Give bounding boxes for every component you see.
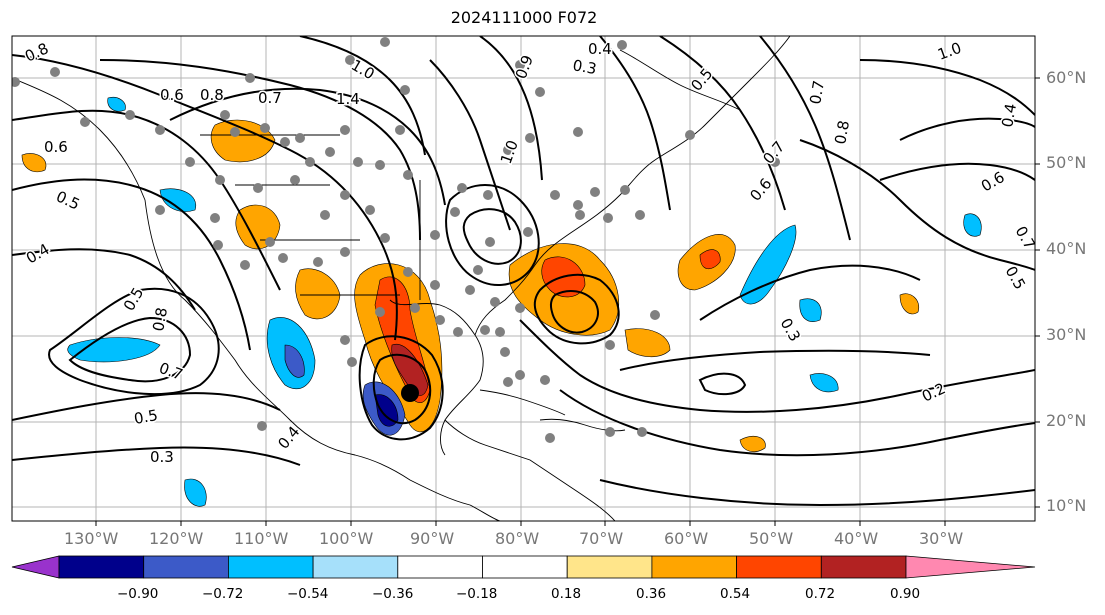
colorbar-segment-lowest	[11, 555, 60, 579]
lat-label-20N: 20°N	[1046, 411, 1087, 430]
contour-label: 0.7	[258, 89, 282, 107]
colorbar-tick: −0.72	[202, 586, 244, 602]
coastlines	[12, 36, 1035, 521]
map-frame	[11, 35, 1036, 522]
colorbar-tick: −0.90	[117, 586, 159, 602]
strong-negative-anomaly-gulf	[374, 394, 399, 427]
contour-label: 0.6	[978, 168, 1008, 196]
contour-label: 0.8	[22, 39, 51, 65]
colorbar-segment	[651, 555, 738, 579]
strong-negative-anomaly-mexico	[284, 344, 305, 378]
colorbar-segment	[58, 555, 145, 579]
positive-anomaly-west-us	[210, 119, 276, 163]
colorbar-segment	[820, 555, 907, 579]
contour-label: 0.8	[149, 306, 171, 333]
colorbar-tick: −0.18	[456, 586, 498, 602]
colorbar-tick: 0.72	[805, 586, 836, 602]
colorbar-segment	[397, 555, 483, 579]
lat-label-40N: 40°N	[1046, 239, 1087, 258]
colorbar-segment	[227, 555, 314, 579]
observation-stations	[12, 37, 780, 443]
contour-label: 0.4	[274, 423, 303, 453]
contour-label: 0.2	[919, 379, 948, 405]
contour-lines	[12, 36, 1035, 507]
positive-anomaly-plains	[295, 268, 341, 320]
colorbar-segment	[312, 555, 399, 579]
contour-label: 0.8	[200, 86, 224, 104]
strong-positive-anomaly-atlantic	[699, 249, 721, 269]
contour-label: 0.8	[831, 119, 853, 146]
contour-label: 0.7	[759, 138, 788, 168]
lat-label-10N: 10°N	[1046, 496, 1087, 515]
contour-label: 0.5	[133, 406, 160, 428]
colorbar-tick: −0.36	[372, 586, 414, 602]
contour-label: 0.6	[44, 138, 68, 156]
negative-anomaly-great-basin	[159, 188, 197, 212]
very-strong-positive-anomaly-gulf	[391, 343, 429, 396]
negative-anomaly-eastern-pacific	[184, 478, 207, 507]
lat-label-30N: 30°N	[1046, 325, 1087, 344]
negative-anomaly-pacific	[67, 337, 161, 363]
contour-label: 1.4	[336, 90, 360, 108]
negative-anomaly-subtropic	[809, 373, 839, 393]
colorbar-segment	[736, 555, 822, 579]
lon-label-90W: 90°W	[410, 529, 455, 548]
lon-label-80W: 80°W	[495, 529, 540, 548]
contour-label: 0.6	[160, 86, 184, 104]
storm-center-marker	[401, 384, 419, 402]
contour-label: 0.3	[777, 315, 805, 345]
lon-label-50W: 50°W	[749, 529, 794, 548]
contour-label: 1.0	[935, 39, 964, 64]
colorbar-tick: 0.90	[890, 586, 921, 602]
colorbar-segment	[482, 555, 568, 579]
colorbar-tick: 0.36	[636, 586, 667, 602]
contour-label: 0.4	[588, 40, 612, 58]
lon-label-30W: 30°W	[919, 529, 964, 548]
colorbar-tick: −0.54	[287, 586, 329, 602]
lon-label-130W: 130°W	[64, 529, 119, 548]
colorbar-segment	[566, 555, 653, 579]
shaded-anomaly-fields	[21, 97, 982, 507]
positive-anomaly-central-america	[739, 436, 766, 453]
contour-label: 0.4	[998, 102, 1020, 129]
positive-anomaly-caribbean	[624, 328, 671, 358]
contour-label: 0.3	[150, 448, 174, 466]
negative-anomaly-atlantic	[739, 224, 797, 305]
lon-label-100W: 100°W	[319, 529, 374, 548]
contour-label: 0.7	[806, 79, 828, 106]
negative-anomaly-midatlantic	[799, 298, 822, 322]
contour-label: 0.9	[512, 53, 537, 82]
contour-label: 0.4	[23, 240, 53, 268]
contour-label: 0.5	[53, 187, 82, 213]
positive-anomaly-north-pacific	[21, 153, 47, 173]
map-title: 2024111000 F072	[450, 8, 598, 27]
contour-label: 1.0	[497, 138, 522, 167]
positive-anomaly-southeast	[899, 293, 920, 315]
lon-label-70W: 70°W	[579, 529, 624, 548]
colorbar	[11, 555, 1036, 579]
negative-anomaly-bc	[107, 97, 126, 112]
colorbar-segment	[143, 555, 229, 579]
colorbar-tick: 0.18	[551, 586, 582, 602]
lon-label-60W: 60°W	[664, 529, 709, 548]
contour-label: 0.3	[571, 56, 598, 78]
contour-label: 0.6	[746, 175, 775, 205]
colorbar-segment-highest	[905, 555, 1036, 579]
lat-label-60N: 60°N	[1046, 68, 1087, 87]
colorbar-tick: 0.54	[720, 586, 751, 602]
lon-label-110W: 110°W	[234, 529, 289, 548]
negative-anomaly-north	[963, 213, 982, 237]
lon-label-120W: 120°W	[149, 529, 204, 548]
lat-label-50N: 50°N	[1046, 153, 1087, 172]
graticule	[12, 36, 1035, 521]
lon-label-40W: 40°W	[834, 529, 879, 548]
